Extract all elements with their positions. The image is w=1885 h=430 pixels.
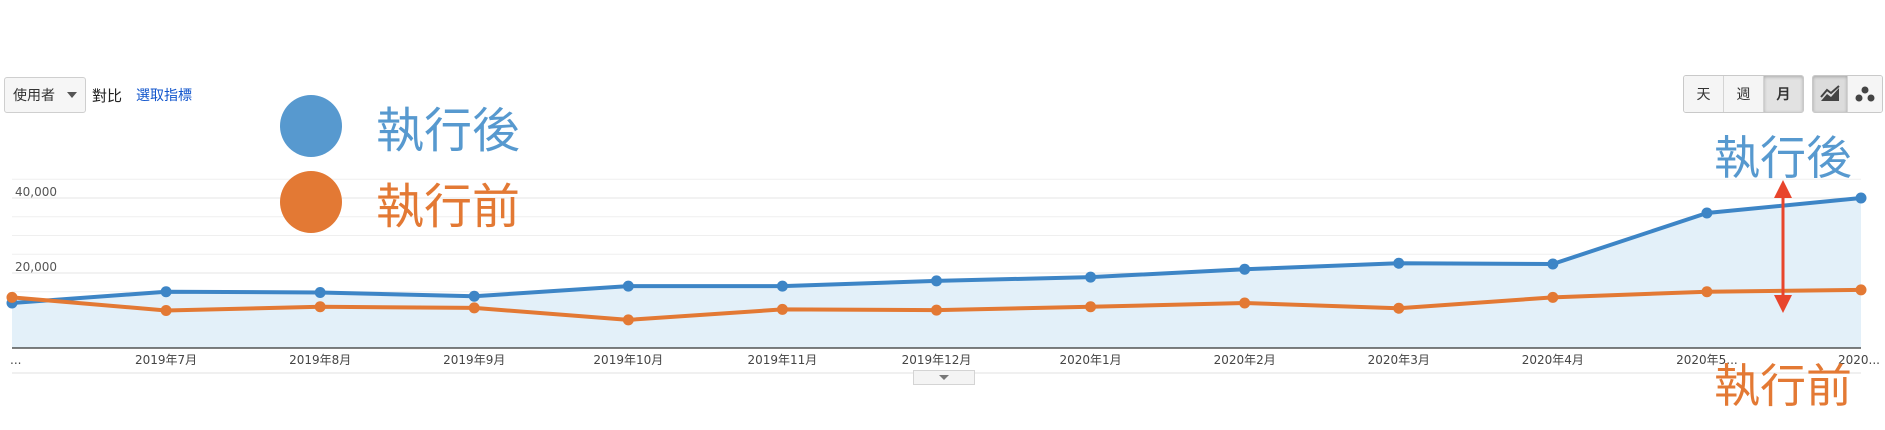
data-point bbox=[6, 291, 18, 303]
data-point bbox=[1547, 291, 1559, 303]
data-point bbox=[1393, 302, 1405, 314]
data-point bbox=[776, 303, 788, 315]
legend-label-after: 執行後 bbox=[376, 103, 521, 159]
period-toggle-group: 天 週 月 bbox=[1683, 75, 1804, 113]
chevron-down-icon bbox=[939, 375, 949, 380]
data-point bbox=[468, 290, 480, 302]
data-point bbox=[160, 286, 172, 298]
legend-dot-before bbox=[280, 171, 342, 233]
data-point bbox=[314, 287, 326, 298]
data-point bbox=[1085, 271, 1097, 283]
metric-select-label: 使用者 bbox=[13, 88, 55, 104]
data-point bbox=[931, 275, 942, 287]
data-point bbox=[776, 280, 788, 292]
y-tick-label: 40,000 bbox=[15, 185, 57, 199]
y-tick-label: 20,000 bbox=[15, 260, 57, 274]
data-point bbox=[1701, 207, 1713, 219]
period-month-button[interactable]: 月 bbox=[1764, 76, 1803, 112]
data-point bbox=[1855, 284, 1867, 296]
chart-view-toggle bbox=[1812, 75, 1883, 113]
annotation-before-label: 執行前 bbox=[1714, 359, 1852, 413]
period-week-button[interactable]: 週 bbox=[1724, 76, 1764, 112]
metric-select[interactable]: 使用者 bbox=[4, 77, 86, 113]
data-point bbox=[1393, 257, 1405, 269]
motion-chart-icon bbox=[1855, 86, 1875, 102]
chart-collapse-handle[interactable] bbox=[913, 370, 975, 385]
x-tick-label: 2019年7月 bbox=[135, 353, 197, 367]
x-tick-label: ... bbox=[10, 353, 21, 367]
legend-item-after: 執行後 bbox=[280, 88, 520, 164]
x-tick-label: 2019年8月 bbox=[289, 353, 351, 367]
x-tick-label: 2020年5... bbox=[1676, 353, 1738, 367]
x-tick-label: 2019年10月 bbox=[593, 353, 663, 367]
data-point bbox=[1855, 192, 1867, 204]
annotation-arrow-head-down bbox=[1774, 295, 1792, 313]
compare-label: 對比 bbox=[92, 86, 123, 105]
data-point bbox=[622, 314, 634, 326]
x-tick-label: 2020年1月 bbox=[1059, 353, 1121, 367]
data-point bbox=[1239, 263, 1251, 275]
x-tick-label: 2020... bbox=[1838, 353, 1880, 367]
data-point bbox=[160, 305, 172, 316]
data-point bbox=[1547, 258, 1559, 270]
annotation-arrow-head-up bbox=[1774, 180, 1792, 198]
x-tick-label: 2019年11月 bbox=[748, 353, 818, 367]
data-point bbox=[1085, 301, 1097, 313]
x-tick-label: 2020年3月 bbox=[1368, 353, 1430, 367]
legend-item-before: 執行前 bbox=[280, 164, 520, 240]
line-chart-icon bbox=[1820, 85, 1840, 101]
legend: 執行後 執行前 bbox=[280, 88, 520, 240]
x-tick-label: 2019年12月 bbox=[902, 353, 972, 367]
legend-dot-after bbox=[280, 95, 342, 157]
data-point bbox=[1701, 286, 1713, 298]
chart-toolbar: 使用者 對比 選取指標 bbox=[4, 77, 192, 113]
x-tick-label: 2020年4月 bbox=[1522, 353, 1584, 367]
legend-label-before: 執行前 bbox=[376, 179, 521, 235]
data-point bbox=[314, 301, 326, 313]
period-day-button[interactable]: 天 bbox=[1684, 76, 1724, 112]
data-point bbox=[1239, 297, 1251, 309]
chevron-down-icon bbox=[67, 92, 77, 98]
motion-chart-button[interactable] bbox=[1848, 76, 1882, 112]
data-point bbox=[468, 302, 480, 314]
data-point bbox=[622, 280, 634, 292]
choose-metric-link[interactable]: 選取指標 bbox=[136, 88, 193, 104]
line-chart-button[interactable] bbox=[1813, 76, 1848, 112]
data-point bbox=[931, 304, 942, 316]
x-tick-label: 2020年2月 bbox=[1214, 353, 1276, 367]
x-tick-label: 2019年9月 bbox=[443, 353, 505, 367]
annotation-after-label: 執行後 bbox=[1714, 131, 1852, 185]
